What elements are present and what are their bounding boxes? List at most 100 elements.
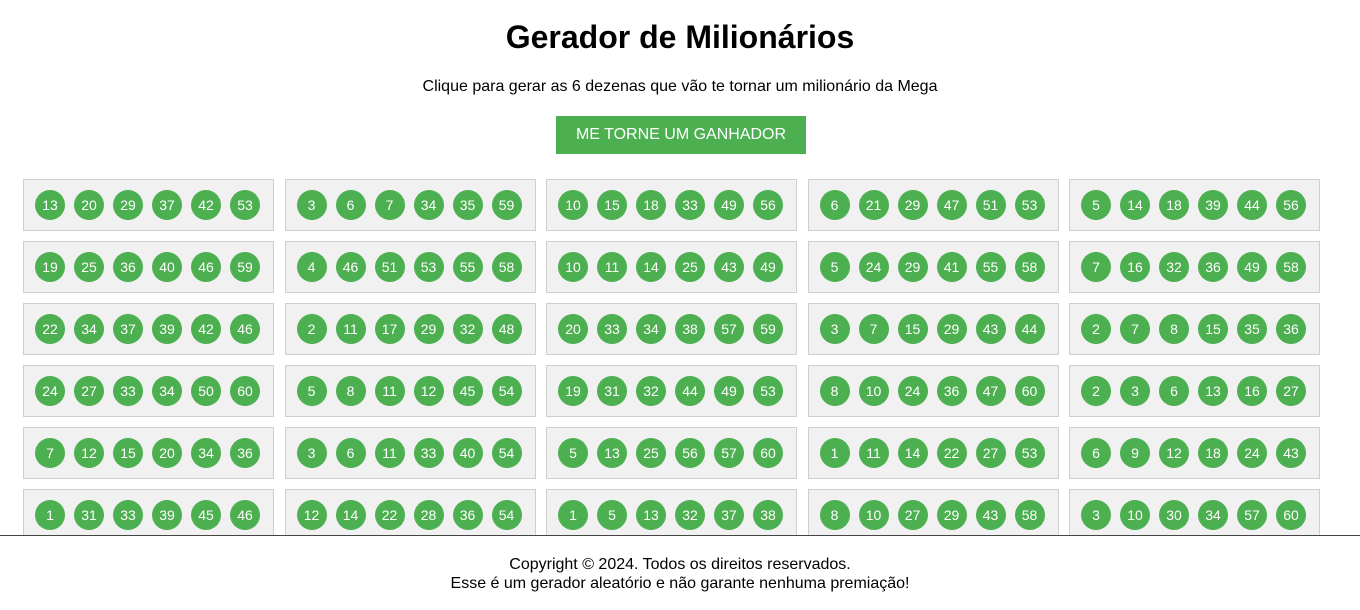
number-ball: 31: [597, 376, 627, 406]
game-card: 4 46 51 53 55 58: [284, 241, 536, 293]
number-ball: 15: [1198, 314, 1228, 344]
number-ball: 51: [374, 252, 405, 282]
number-ball: 47: [975, 376, 1006, 406]
number-ball: 49: [714, 190, 744, 220]
generate-numbers-button[interactable]: ME TORNE UM GANHADOR: [556, 116, 806, 154]
game-card: 5 8 11 12 45 54: [284, 365, 536, 417]
number-ball: 2: [1081, 314, 1111, 344]
number-ball: 7: [1120, 314, 1150, 344]
number-ball: 43: [975, 314, 1006, 344]
number-ball: 9: [1120, 438, 1150, 468]
number-ball: 2: [1081, 376, 1111, 406]
number-ball: 49: [753, 252, 783, 282]
number-ball: 38: [675, 314, 705, 344]
number-ball: 54: [491, 438, 522, 468]
number-ball: 25: [636, 438, 666, 468]
game-card: 12 14 22 28 36 54: [284, 489, 536, 541]
number-ball: 24: [858, 252, 889, 282]
number-ball: 60: [753, 438, 783, 468]
game-card: 10 11 14 25 43 49: [546, 241, 797, 293]
number-ball: 25: [74, 252, 104, 282]
number-ball: 3: [296, 438, 327, 468]
number-ball: 33: [113, 376, 143, 406]
number-ball: 22: [35, 314, 65, 344]
number-ball: 46: [191, 252, 221, 282]
footer-disclaimer: Esse é um gerador aleatório e não garant…: [450, 575, 910, 592]
number-ball: 59: [491, 190, 522, 220]
game-card: 5 14 18 39 44 56: [1069, 179, 1320, 231]
number-ball: 55: [452, 252, 483, 282]
number-ball: 19: [35, 252, 65, 282]
game-card: 3 6 7 34 35 59: [284, 179, 536, 231]
number-ball: 37: [152, 190, 182, 220]
number-ball: 60: [1276, 500, 1306, 530]
number-ball: 12: [296, 500, 327, 530]
number-ball: 49: [714, 376, 744, 406]
number-ball: 7: [35, 438, 65, 468]
number-ball: 34: [191, 438, 221, 468]
number-ball: 34: [413, 190, 444, 220]
number-ball: 24: [35, 376, 65, 406]
number-ball: 7: [858, 314, 889, 344]
number-ball: 47: [936, 190, 967, 220]
number-ball: 8: [1159, 314, 1189, 344]
number-ball: 36: [230, 438, 260, 468]
number-ball: 31: [74, 500, 104, 530]
game-card: 7 12 15 20 34 36: [23, 427, 274, 479]
number-ball: 16: [1120, 252, 1150, 282]
game-card: 13 20 29 37 42 53: [23, 179, 274, 231]
number-ball: 22: [936, 438, 967, 468]
game-card: 1 31 33 39 45 46: [23, 489, 274, 541]
game-card: 3 10 30 34 57 60: [1069, 489, 1320, 541]
number-ball: 14: [1120, 190, 1150, 220]
game-card: 6 21 29 47 51 53: [807, 179, 1059, 231]
number-ball: 24: [1237, 438, 1267, 468]
game-card: 5 24 29 41 55 58: [807, 241, 1059, 293]
number-ball: 6: [335, 438, 366, 468]
number-ball: 51: [975, 190, 1006, 220]
number-ball: 7: [1081, 252, 1111, 282]
number-ball: 40: [452, 438, 483, 468]
number-ball: 5: [296, 376, 327, 406]
number-ball: 46: [230, 500, 260, 530]
number-ball: 29: [113, 190, 143, 220]
number-ball: 1: [819, 438, 850, 468]
number-ball: 5: [597, 500, 627, 530]
number-ball: 36: [1198, 252, 1228, 282]
number-ball: 49: [1237, 252, 1267, 282]
number-ball: 55: [975, 252, 1006, 282]
number-ball: 39: [152, 314, 182, 344]
number-ball: 53: [230, 190, 260, 220]
number-ball: 5: [819, 252, 850, 282]
number-ball: 29: [413, 314, 444, 344]
number-ball: 53: [1014, 190, 1045, 220]
game-card: 7 16 32 36 49 58: [1069, 241, 1320, 293]
number-ball: 10: [558, 252, 588, 282]
number-ball: 29: [936, 500, 967, 530]
number-ball: 29: [897, 252, 928, 282]
number-ball: 24: [897, 376, 928, 406]
number-ball: 56: [675, 438, 705, 468]
number-ball: 20: [74, 190, 104, 220]
game-card: 10 15 18 33 49 56: [546, 179, 797, 231]
page-subtitle: Clique para gerar as 6 dezenas que vão t…: [422, 78, 938, 95]
number-ball: 41: [936, 252, 967, 282]
number-ball: 11: [374, 376, 405, 406]
number-ball: 22: [374, 500, 405, 530]
number-ball: 34: [1198, 500, 1228, 530]
game-card: 5 13 25 56 57 60: [546, 427, 797, 479]
number-ball: 59: [230, 252, 260, 282]
number-ball: 57: [1237, 500, 1267, 530]
number-ball: 58: [1014, 252, 1045, 282]
number-ball: 53: [413, 252, 444, 282]
number-ball: 44: [675, 376, 705, 406]
number-ball: 1: [558, 500, 588, 530]
number-ball: 13: [1198, 376, 1228, 406]
game-card: 2 11 17 29 32 48: [284, 303, 536, 355]
number-ball: 34: [74, 314, 104, 344]
number-ball: 33: [113, 500, 143, 530]
number-ball: 4: [296, 252, 327, 282]
footer-copyright: Copyright © 2024. Todos os direitos rese…: [509, 556, 851, 573]
number-ball: 16: [1237, 376, 1267, 406]
